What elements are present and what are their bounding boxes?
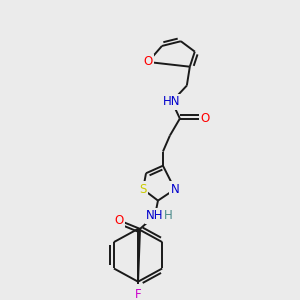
Text: S: S [139,183,147,196]
Text: F: F [135,288,141,300]
Text: N: N [170,183,179,196]
Text: H: H [164,209,172,222]
Text: HN: HN [163,95,181,108]
Text: O: O [115,214,124,227]
Text: NH: NH [146,209,164,222]
Text: O: O [143,56,153,68]
Text: O: O [200,112,209,125]
